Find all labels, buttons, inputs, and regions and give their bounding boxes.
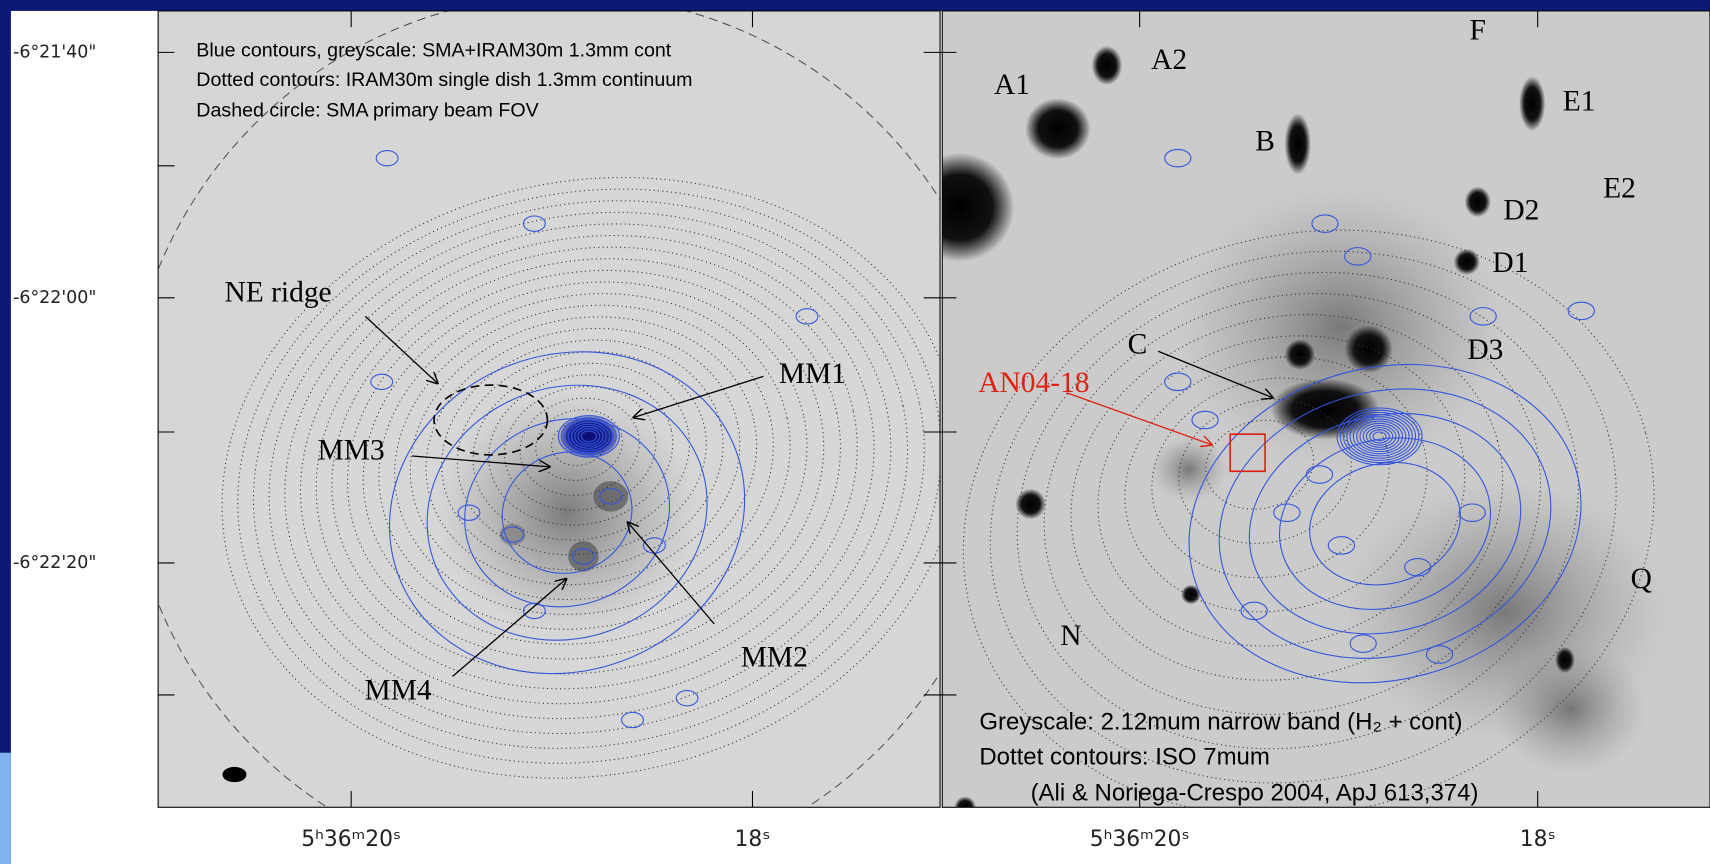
label: MM2 [741,642,808,674]
legend-line: Dashed circle: SMA primary beam FOV [196,99,538,121]
label: B [1255,126,1275,158]
x-tick-label: 18ˢ [735,827,771,852]
x-tick-label: 5ʰ36ᵐ20ˢ [301,827,401,852]
label: MM3 [318,434,385,466]
left-image [125,0,1014,864]
label: AN04-18 [978,367,1089,399]
label: N [1060,620,1081,652]
accent-strip [0,753,11,864]
label: D1 [1492,247,1528,279]
caption-line: (Ali & Noriega-Crespo 2004, ApJ 613,374) [1031,780,1479,807]
y-tick-label: -6°22'00" [13,288,96,308]
x-tick-label: 18ˢ [1520,827,1556,852]
legend-line: Dotted contours: IRAM30m single dish 1.3… [196,69,692,91]
label: F [1470,14,1486,46]
label: MM1 [779,358,846,390]
legend-line: Blue contours, greyscale: SMA+IRAM30m 1.… [196,39,671,61]
label: D3 [1467,334,1503,366]
label: E2 [1603,173,1636,205]
label: Q [1631,563,1652,595]
label: D2 [1503,194,1539,226]
figure: -6°21'40" -6°22'00" -6°22'20" 5ʰ36ᵐ20ˢ 1… [0,0,1710,864]
y-tick-label: -6°22'20" [13,553,96,573]
label: E1 [1563,85,1596,117]
x-tick-label: 5ʰ36ᵐ20ˢ [1090,827,1190,852]
y-tick-label: -6°21'40" [13,42,96,62]
caption-line: Dottet contours: ISO 7mum [979,744,1270,771]
label: NE ridge [225,276,332,308]
label: C [1128,329,1148,361]
right-image [897,11,1710,864]
label: A1 [994,69,1030,101]
caption-line: Greyscale: 2.12mum narrow band (H₂ + con… [979,709,1462,736]
label: MM4 [365,674,432,706]
label: A2 [1151,44,1187,76]
